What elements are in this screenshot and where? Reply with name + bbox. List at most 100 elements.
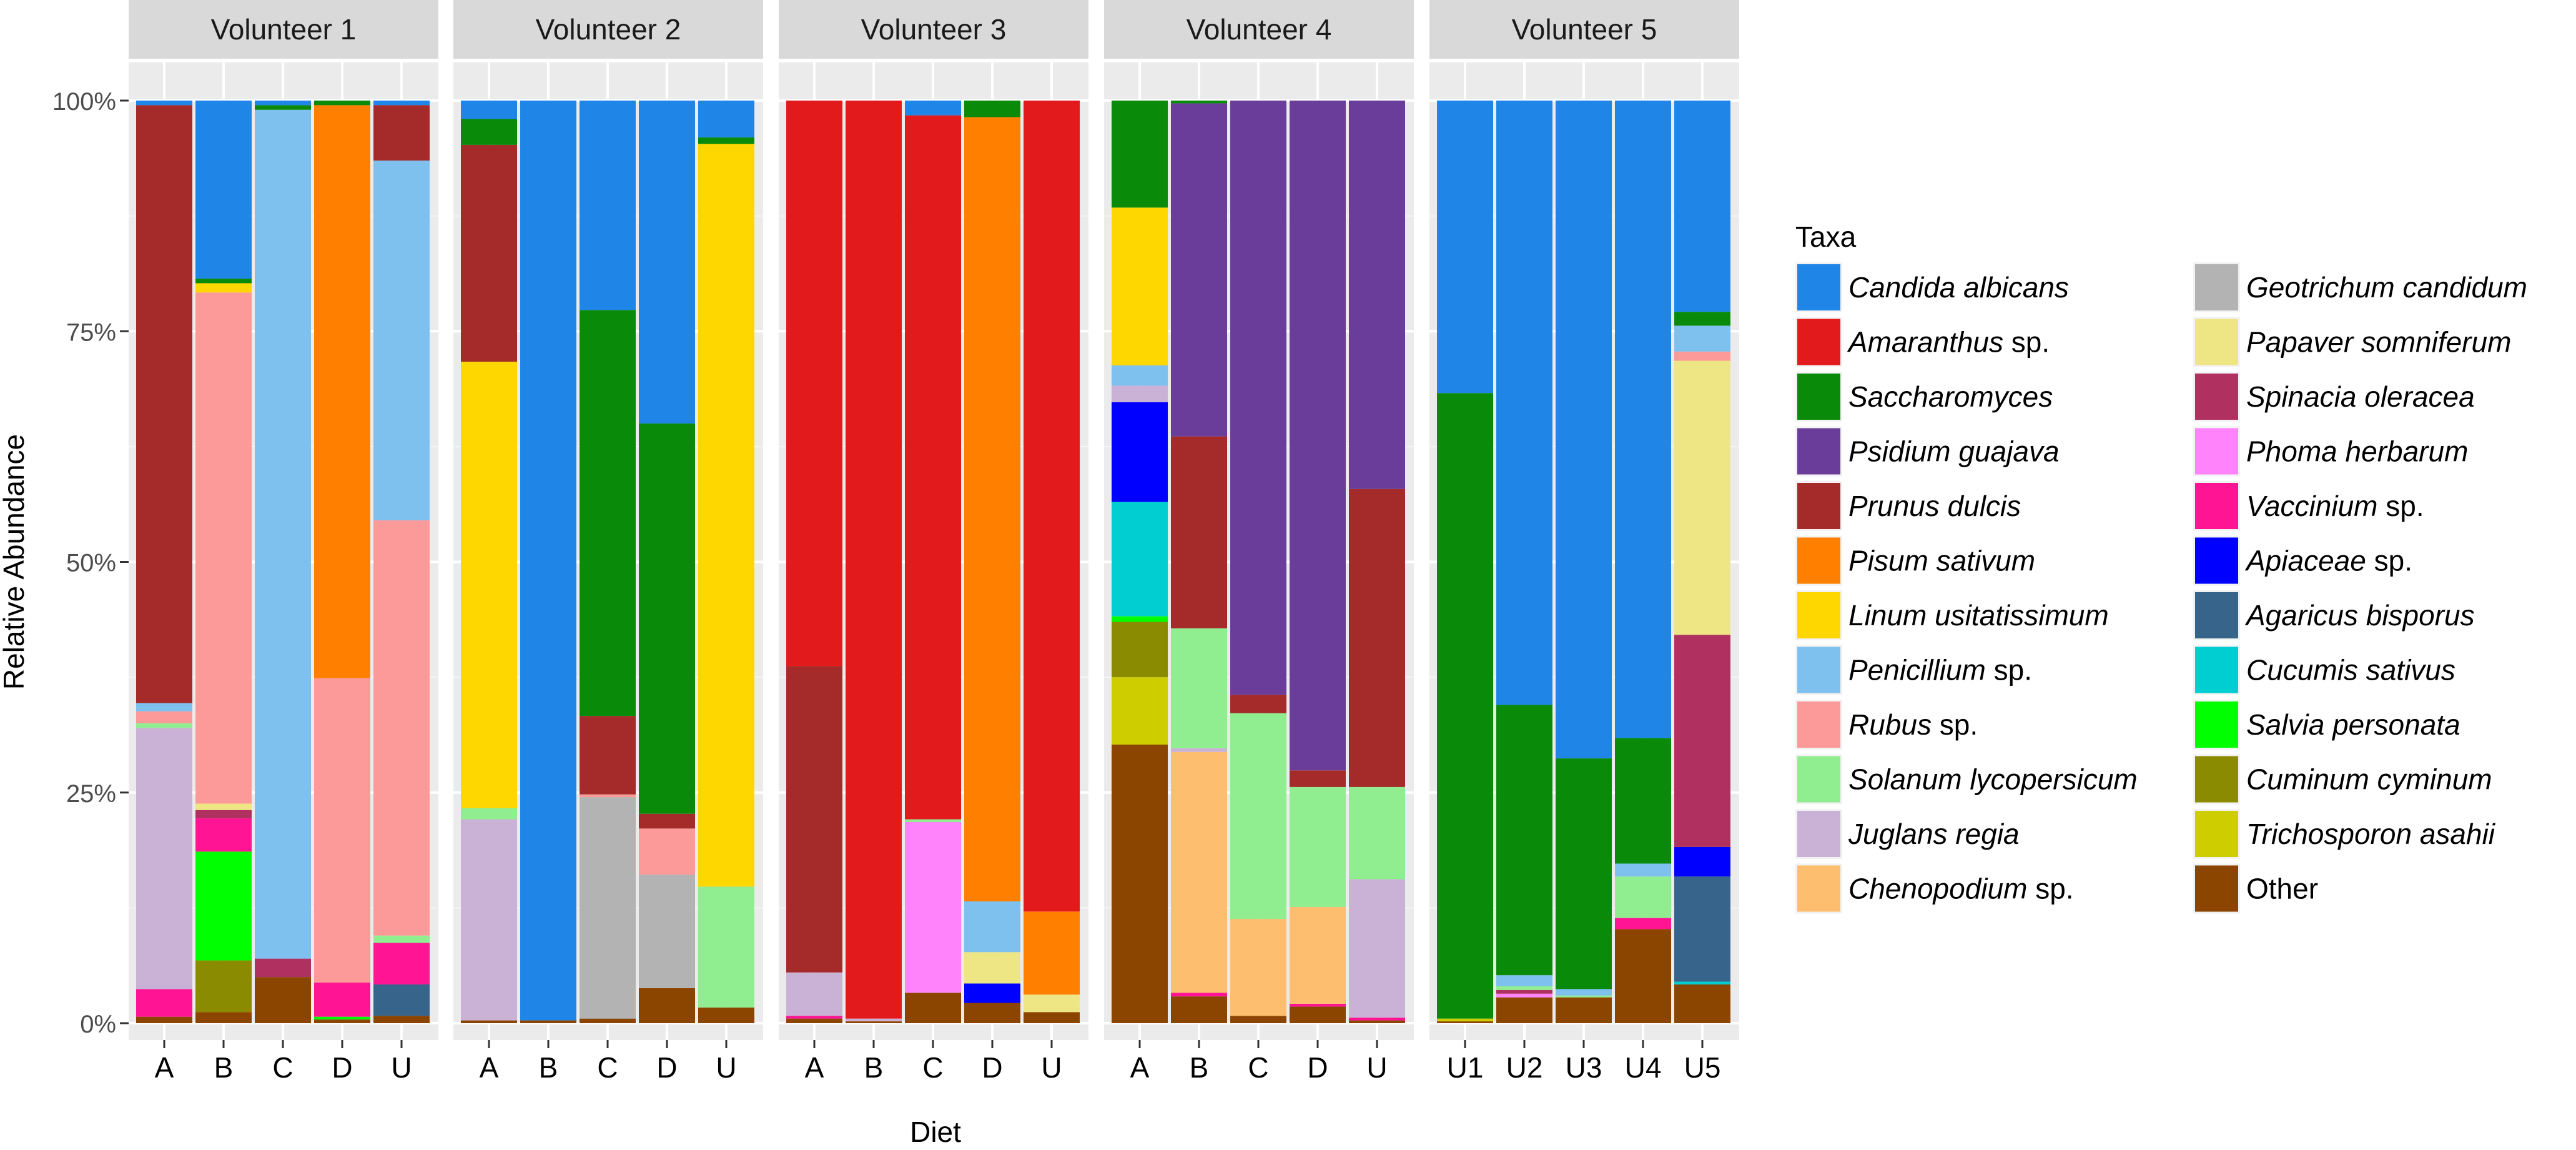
bar-segment: [698, 886, 754, 1008]
bar-segment: [1112, 402, 1168, 502]
legend-label: Agaricus bisporus: [2244, 599, 2475, 632]
legend-label: Chenopodium sp.: [1848, 873, 2074, 905]
legend-swatch: [2195, 865, 2238, 912]
legend-label-italic: Cucumis sativus: [2246, 654, 2455, 687]
legend-item: Phoma herbarum: [2193, 426, 2468, 477]
bar-segment: [905, 822, 961, 993]
bar-segment: [1615, 863, 1671, 877]
bar-segment: [195, 292, 252, 804]
legend-label-italic: Vaccinium: [2246, 490, 2377, 522]
facet-strip-label: Volunteer 3: [861, 13, 1007, 46]
y-axis-title: Relative Abundance: [0, 434, 30, 690]
bar-segment: [373, 105, 430, 161]
bar-segment: [195, 818, 252, 852]
bar-segment: [195, 810, 252, 819]
bar-segment: [786, 1018, 842, 1023]
y-tick-label: 100%: [52, 88, 116, 116]
bar-segment: [314, 101, 370, 106]
facet-strip: [1104, 0, 1414, 59]
legend-swatch: [2195, 483, 2238, 529]
legend-swatch: [1797, 701, 1840, 748]
bar-segment: [1496, 101, 1552, 705]
facet-strip: [453, 0, 763, 59]
bar-segment: [905, 115, 961, 820]
legend-label-italic: Solanum lycopersicum: [1848, 763, 2138, 796]
legend-label: Cuminum cyminum: [2246, 763, 2492, 796]
bar-segment: [1674, 876, 1730, 982]
bar-segment: [698, 101, 754, 138]
bar-segment: [905, 819, 961, 823]
bar-segment: [1024, 101, 1080, 912]
legend-item: Trichosporon asahii: [2193, 809, 2496, 859]
bar-segment: [964, 952, 1020, 984]
bar-segment: [373, 984, 430, 1016]
bar-segment: [1230, 101, 1286, 695]
bar-segment: [373, 161, 430, 521]
legend-swatch: [2195, 264, 2238, 310]
legend-swatch: [1797, 374, 1840, 420]
bar-segment: [1290, 906, 1346, 1004]
bar-segment: [1230, 1016, 1286, 1023]
x-tick-label: U4: [1625, 1051, 1662, 1084]
bar-segment: [136, 723, 192, 728]
bar-segment: [1615, 101, 1671, 738]
legend-item: Cucumis sativus: [2193, 645, 2455, 695]
legend-swatch: [1797, 647, 1840, 693]
x-tick-label: U1: [1447, 1051, 1484, 1084]
bar-segment: [461, 361, 517, 808]
bar-segment: [786, 1016, 842, 1019]
legend-label: Penicillium sp.: [1848, 654, 2032, 687]
legend-label: Solanum lycopersicum: [1848, 763, 2138, 796]
bar-segment: [1290, 101, 1346, 771]
x-tick-label: D: [656, 1051, 677, 1084]
bar-segment: [1556, 989, 1612, 996]
legend-label: Saccharomyces: [1848, 380, 2053, 413]
legend-swatch: [1797, 865, 1840, 912]
legend-item: Other: [2193, 863, 2318, 914]
bar-segment: [195, 803, 252, 810]
bar-segment: [1615, 738, 1671, 864]
legend-item: Psidium guajava: [1795, 426, 2060, 477]
x-tick-label: C: [922, 1051, 943, 1084]
legend-item: Geotrichum candidum: [2193, 262, 2527, 312]
bar-segment: [255, 105, 311, 110]
x-tick-label: U5: [1684, 1051, 1721, 1084]
legend-label-italic: Agaricus bisporus: [2244, 599, 2475, 632]
bar-segment: [1171, 996, 1227, 1023]
bar-segment: [136, 989, 192, 1017]
legend-label: Geotrichum candidum: [2246, 271, 2527, 304]
bar-segment: [1171, 436, 1227, 628]
bar-segment: [639, 813, 695, 829]
bar-segment: [195, 101, 252, 279]
legend-label-italic: Juglans regia: [1848, 818, 2020, 850]
bar-segment: [1674, 312, 1730, 326]
legend-item: Solanum lycopersicum: [1795, 754, 2138, 805]
bar-segment: [136, 105, 192, 703]
bar-segment: [964, 101, 1020, 117]
bar-segment: [639, 101, 695, 424]
x-tick-label: U2: [1506, 1051, 1543, 1084]
bar-segment: [314, 678, 370, 983]
bar-segment: [1674, 101, 1730, 312]
bar-segment: [1674, 360, 1730, 635]
legend-label: Amaranthus sp.: [1847, 326, 2050, 359]
legend-label: Apiaceae sp.: [2244, 545, 2412, 577]
x-tick-label: A: [1130, 1051, 1150, 1084]
bar-segment: [1496, 997, 1552, 1023]
facet-strip: [129, 0, 438, 59]
legend-swatch: [2195, 756, 2238, 803]
legend-item: Apiaceae sp.: [2193, 535, 2412, 586]
legend: Taxa Candida albicans Amaranthus sp. Saccha…: [1795, 221, 2527, 914]
legend-label: Spinacia oleracea: [2246, 380, 2475, 413]
bar-segment: [639, 875, 695, 988]
legend-item: Cuminum cyminum: [2193, 754, 2492, 805]
legend-label: Salvia personata: [2246, 708, 2460, 741]
x-tick-label: U: [716, 1051, 736, 1084]
legend-label-italic: Psidium guajava: [1848, 435, 2060, 468]
legend-label-italic: Penicillium: [1848, 654, 1986, 687]
facet-strip: [779, 0, 1088, 59]
bar-segment: [1112, 502, 1168, 617]
bar-segment: [846, 1021, 902, 1023]
bar-segment: [905, 101, 961, 116]
